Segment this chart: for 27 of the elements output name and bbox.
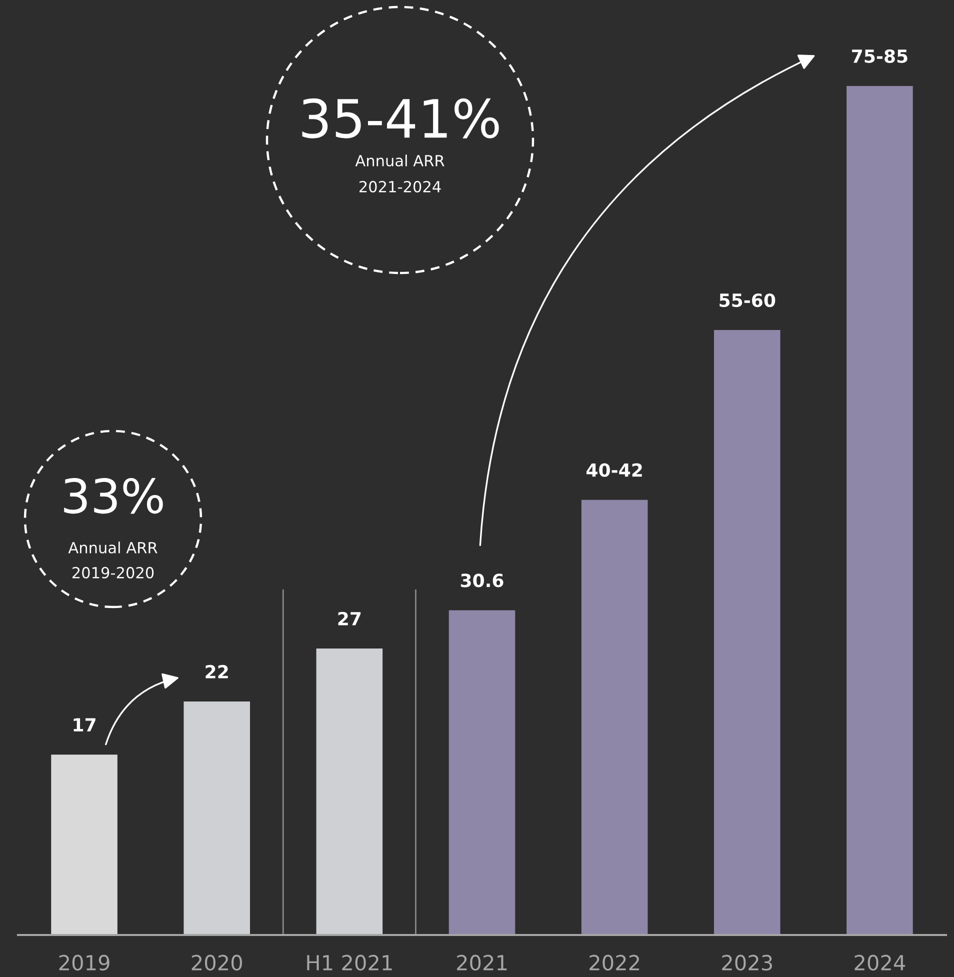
bar: [316, 648, 383, 935]
annotation: Annual ARR: [355, 154, 444, 166]
x-tick-label: 2019: [59, 954, 110, 971]
data-label: 55-60: [720, 293, 776, 308]
bar: [184, 702, 250, 935]
bar: [51, 754, 118, 935]
bar: [581, 500, 648, 935]
x-tick-label: 2021: [457, 954, 507, 971]
x-tick-label: 2022: [590, 954, 639, 971]
bar: [448, 610, 516, 935]
annotation: 2019-2020: [72, 566, 154, 578]
annotation: 2021-2024: [359, 180, 441, 192]
data-label: 75-85: [852, 49, 908, 63]
data-label: 17: [74, 718, 96, 732]
data-label: 27: [338, 612, 361, 626]
x-tick-label: 2024: [854, 954, 906, 971]
annotation: Annual ARR: [68, 542, 158, 554]
data-label: 22: [206, 664, 228, 678]
bar: [846, 86, 913, 935]
bar: [714, 330, 780, 935]
annotation: 33%: [64, 478, 163, 514]
data-label: 30.6: [460, 574, 504, 588]
x-tick-label: H1 2021: [307, 954, 392, 971]
data-label: 40-42: [586, 463, 642, 477]
x-tick-label: 2020: [192, 954, 242, 971]
x-tick-label: 2023: [722, 954, 772, 971]
annotation: 35-41%: [302, 98, 499, 138]
